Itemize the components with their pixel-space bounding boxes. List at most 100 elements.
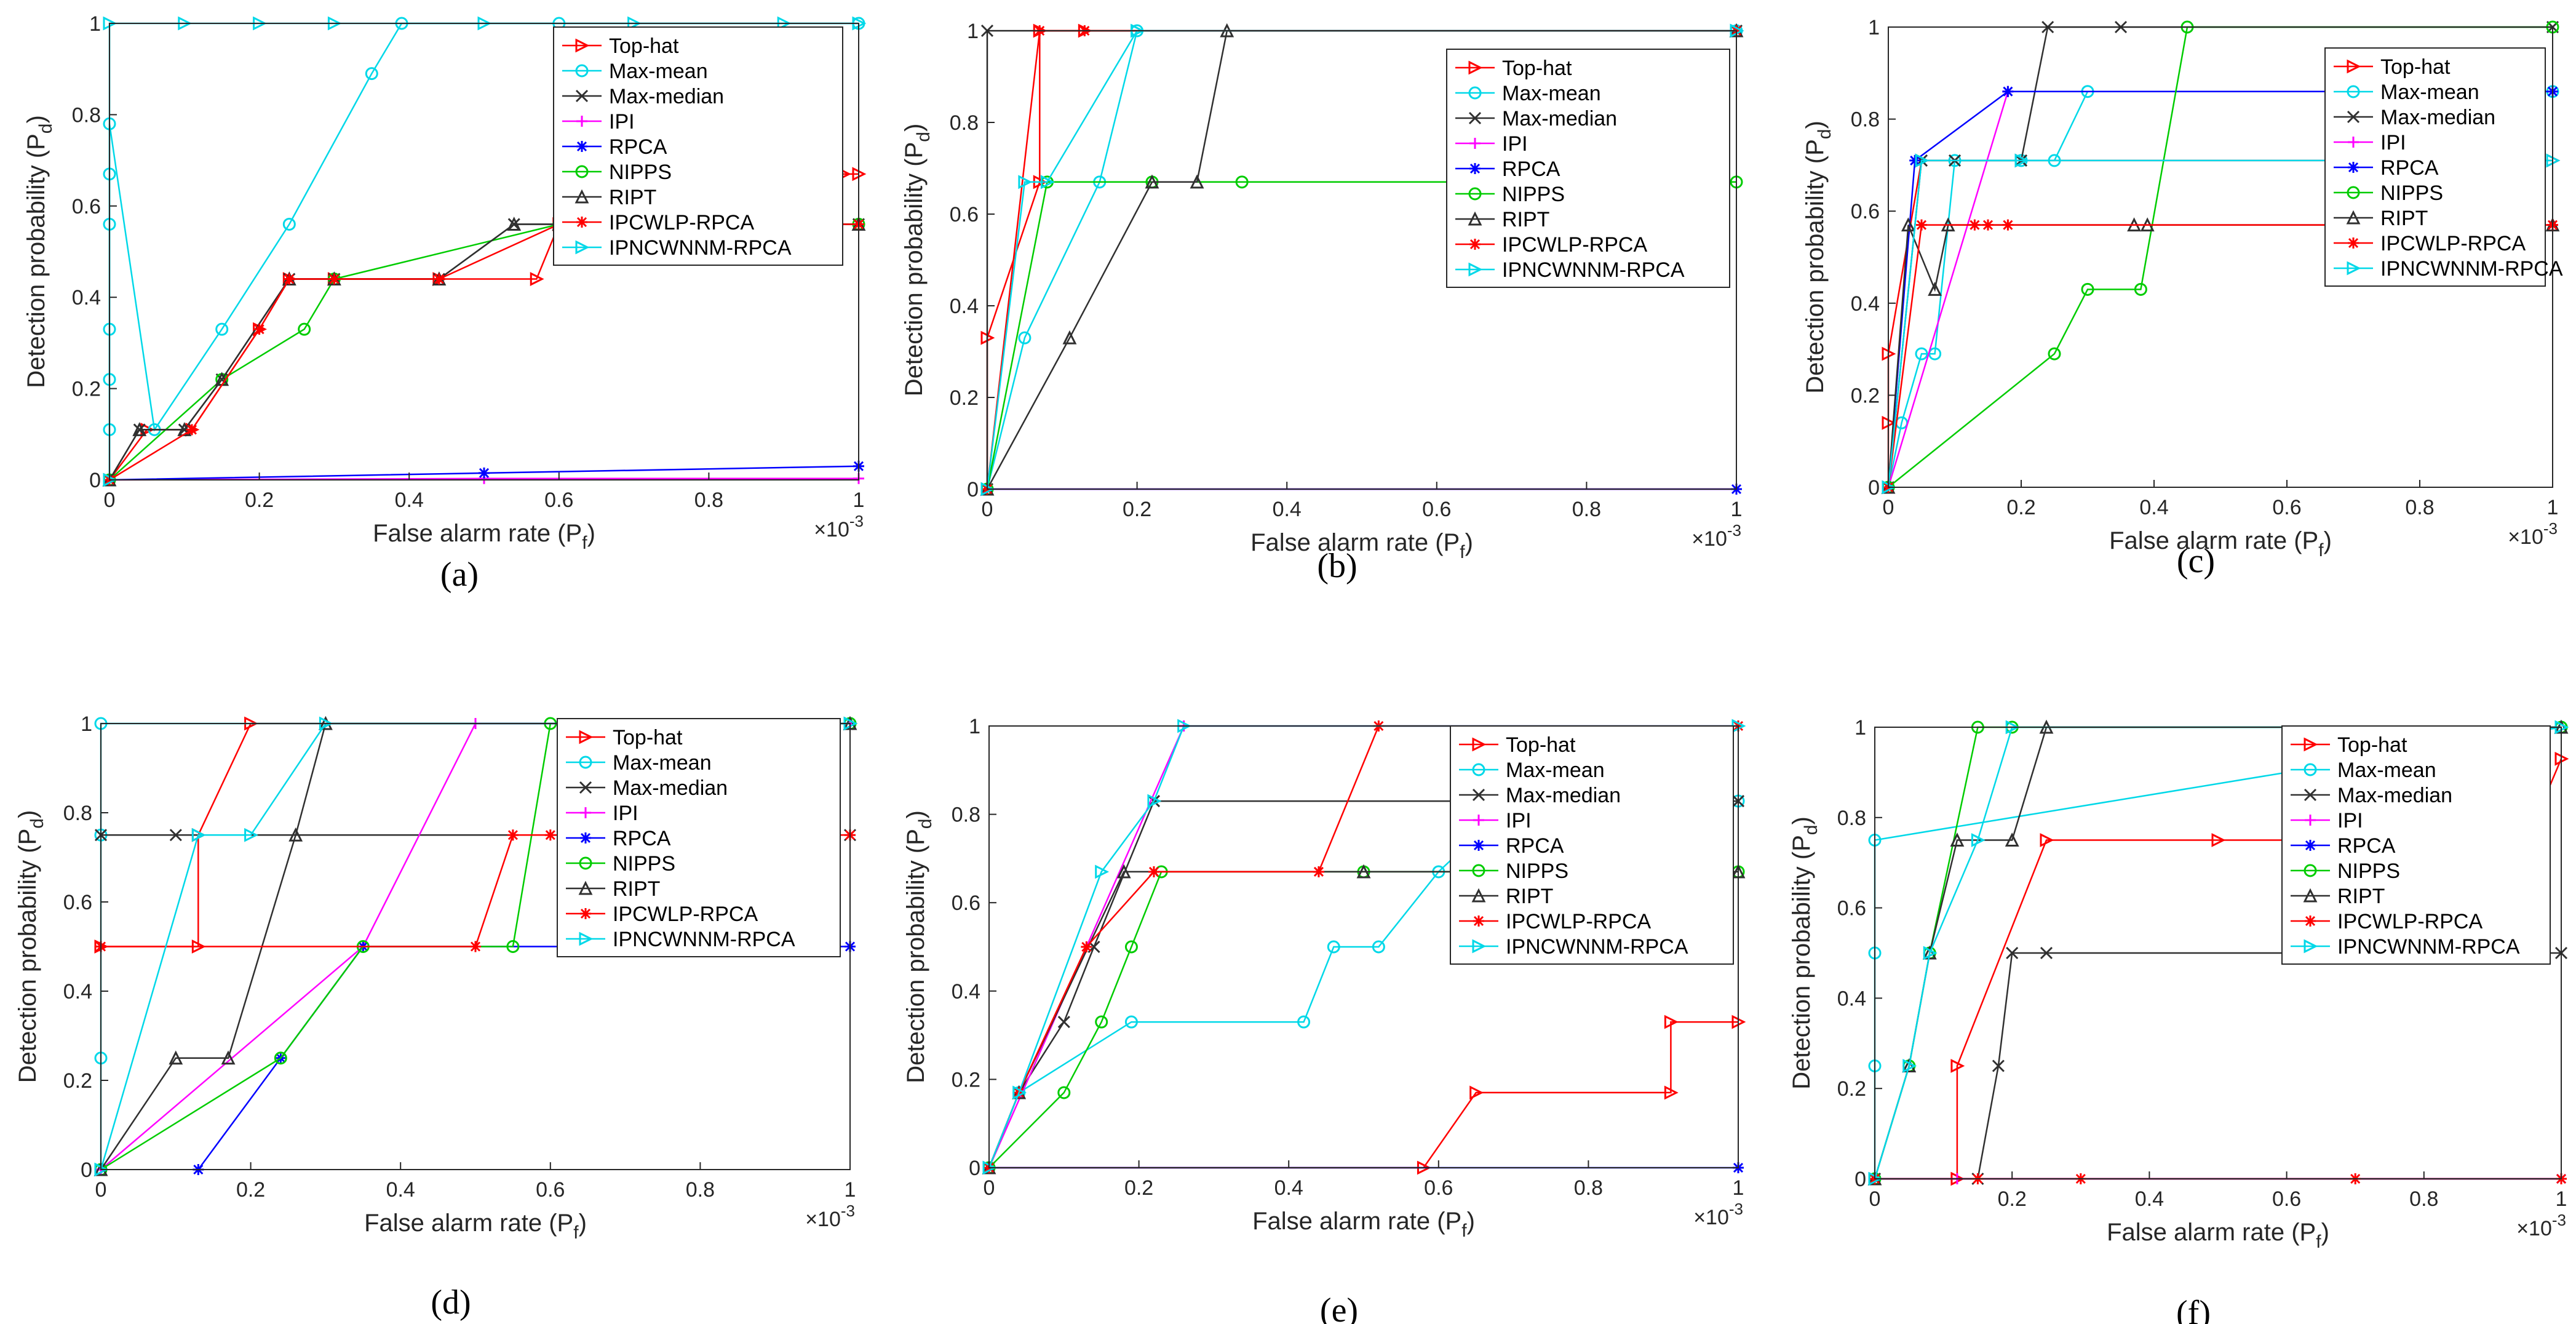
legend-marker (1471, 888, 1486, 903)
legend-label: RIPT (1506, 885, 1553, 908)
y-tick-label: 0.2 (952, 1068, 980, 1091)
legend-label: NIPPS (2380, 181, 2443, 205)
data-point (1327, 940, 1340, 954)
legend: Top-hatMax-meanMax-medianIPIRPCANIPPSRIP… (557, 718, 841, 957)
legend-label: IPNCWNNM-RPCA (1502, 258, 1685, 282)
legend-marker (1472, 788, 1485, 802)
x-tick-label: 0.4 (395, 489, 424, 512)
legend-label: Max-median (1506, 784, 1621, 807)
data-point (132, 422, 147, 436)
legend-marker (2348, 137, 2359, 148)
legend-label: RPCA (609, 135, 667, 159)
x-tick-label: 0.8 (694, 489, 723, 512)
data-point (2006, 946, 2019, 960)
legend-marker (575, 165, 589, 178)
legend-marker (579, 931, 594, 946)
legend-label: IPNCWNNM-RPCA (613, 928, 795, 951)
x-axis-label: False alarm rate (Pf) (2109, 527, 2332, 560)
legend-label: IPI (609, 110, 635, 134)
y-tick-label: 1 (89, 12, 101, 36)
legend-label: RIPT (613, 877, 660, 901)
data-point (2040, 833, 2054, 847)
legend-marker (1473, 915, 1484, 927)
legend-label: Max-mean (2337, 759, 2436, 782)
legend: Top-hatMax-meanMax-medianIPIRPCANIPPSRIP… (1446, 49, 1730, 288)
y-tick-label: 0.2 (1851, 384, 1880, 407)
y-tick-label: 0.2 (63, 1069, 92, 1093)
data-point (1664, 1085, 1679, 1100)
data-point (1923, 946, 1938, 960)
legend: Top-hatMax-meanMax-medianIPIRPCANIPPSRIP… (1450, 725, 1734, 965)
data-point (470, 941, 481, 952)
data-point (328, 273, 340, 285)
x-tick-label: 0 (982, 498, 993, 521)
legend-marker (2346, 210, 2361, 225)
y-tick-label: 0.2 (1837, 1077, 1866, 1101)
x-tick-label: 0.2 (245, 489, 274, 512)
legend-label: RIPT (1502, 208, 1549, 231)
legend-marker (2348, 237, 2359, 249)
x-exponent: ×10-3 (2508, 519, 2558, 549)
legend-marker (2304, 788, 2317, 802)
legend-label: RPCA (613, 827, 671, 850)
legend-label: IPCWLP-RPCA (1506, 910, 1651, 933)
data-point (1982, 219, 1994, 231)
x-exponent: ×10-3 (1693, 1200, 1743, 1229)
data-point (244, 828, 258, 842)
legend-label: IPI (2337, 809, 2363, 832)
data-point (1916, 219, 1927, 231)
y-tick-label: 0 (1854, 1168, 1866, 1191)
legend-marker (2305, 840, 2316, 851)
legend-label: Max-mean (2380, 81, 2479, 104)
data-point (1190, 174, 1204, 189)
series-line (1887, 159, 2553, 488)
x-axis-label: False alarm rate (Pf) (1250, 529, 1473, 562)
legend: Top-hatMax-meanMax-medianIPIRPCANIPPSRIP… (553, 26, 843, 266)
x-exponent: ×10-3 (2516, 1211, 2566, 1240)
legend-marker (575, 38, 590, 53)
data-point (1469, 1085, 1484, 1100)
legend-marker (2348, 162, 2359, 173)
legend-marker (1472, 864, 1485, 877)
x-tick-label: 0.4 (386, 1178, 415, 1202)
data-point (274, 1051, 287, 1065)
legend-label: RIPT (609, 186, 656, 209)
data-point (221, 1050, 236, 1065)
subfigure-label: (b) (1317, 547, 1357, 585)
x-tick-label: 0.4 (1274, 1176, 1303, 1200)
data-point (544, 829, 556, 841)
legend-label: Max-median (613, 776, 728, 800)
data-point (169, 829, 182, 842)
subfigure-label: (a) (440, 556, 479, 594)
y-axis-label: Detection probability (Pd) (1788, 816, 1821, 1090)
y-axis-label: Detection probability (Pd) (900, 124, 934, 397)
legend-label: RPCA (2337, 834, 2396, 858)
legend-box (553, 26, 843, 266)
y-axis-label: Detection probability (Pd) (902, 810, 936, 1083)
legend-label: NIPPS (1502, 183, 1565, 206)
legend-marker (1472, 737, 1487, 752)
x-tick-label: 1 (2547, 496, 2559, 519)
legend-marker (1468, 187, 1482, 201)
legend-marker (1469, 138, 1481, 149)
data-point (2211, 833, 2226, 847)
y-tick-label: 0 (1868, 476, 1880, 500)
legend-marker (580, 832, 591, 843)
x-tick-label: 0 (1869, 1187, 1881, 1211)
legend-marker (2304, 737, 2318, 752)
legend-marker (576, 141, 587, 152)
legend-label: IPNCWNNM-RPCA (2380, 257, 2563, 281)
y-tick-label: 1 (969, 715, 980, 738)
plot-frame (1874, 727, 2562, 1179)
data-point (1057, 1086, 1071, 1099)
legend-label: IPNCWNNM-RPCA (2337, 935, 2520, 959)
data-point (1297, 1015, 1311, 1029)
data-point (1018, 331, 1032, 345)
data-point (1124, 1015, 1138, 1029)
legend-label: IPCWLP-RPCA (2337, 910, 2483, 933)
series-line (1887, 224, 2553, 488)
legend-marker (2304, 763, 2317, 776)
legend-label: Max-median (2380, 106, 2495, 129)
